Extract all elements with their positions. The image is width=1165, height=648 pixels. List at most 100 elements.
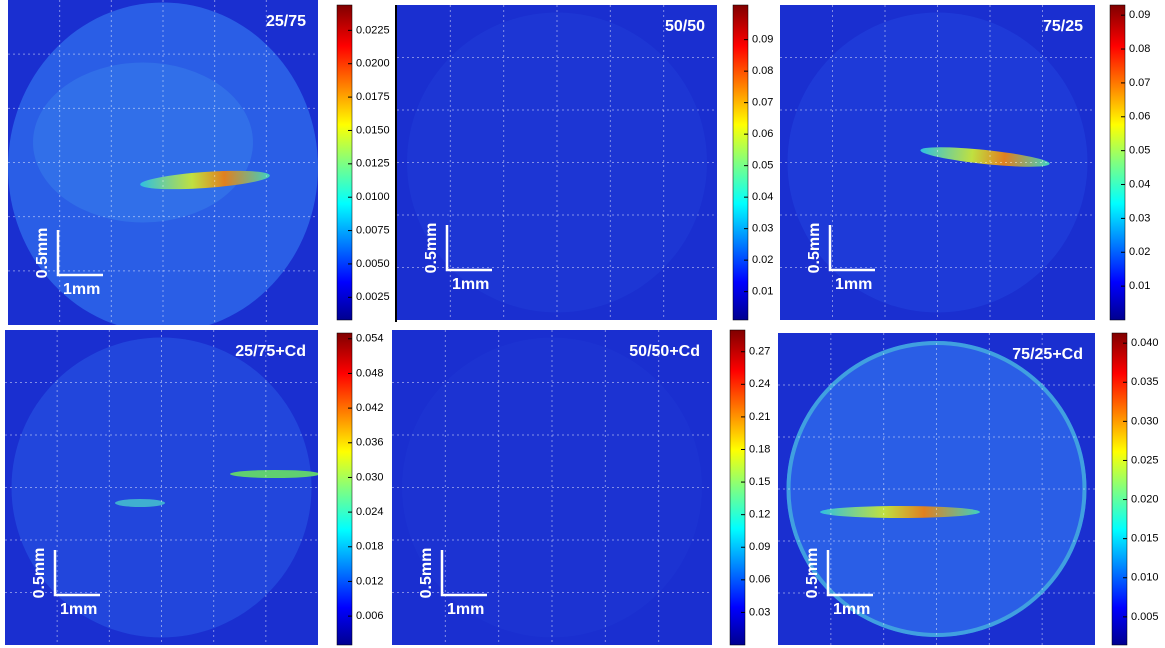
colorbar-tick-label: 0.006 (356, 610, 384, 622)
panel-title: 50/50 (665, 18, 705, 35)
colorbar-tick-label: 0.020 (1131, 493, 1159, 505)
colorbar-tick-label: 0.06 (1129, 111, 1150, 123)
panel-title: 50/50+Cd (629, 343, 700, 360)
scale-bar (56, 230, 103, 277)
colorbar-tick-label: 0.0225 (356, 24, 390, 36)
heatmap-image (8, 0, 318, 325)
colorbar-tick-label: 0.0150 (356, 124, 390, 136)
scale-bar (826, 550, 873, 597)
colorbar-tick-label: 0.036 (356, 437, 384, 449)
colorbar-tick-label: 0.09 (749, 541, 770, 553)
scale-bar-x-label: 1mm (452, 276, 489, 293)
colorbar-tick-label: 0.18 (749, 443, 770, 455)
panel-title: 75/25 (1043, 18, 1083, 35)
rim (786, 341, 1087, 637)
colorbar-tick-label: 0.005 (1131, 611, 1159, 623)
panel: 75/25+Cd 0.5mm 1mm 0.005 0.010 0.015 0.020 0.02… (778, 332, 1159, 646)
colorbar-tick-label: 0.06 (749, 574, 770, 586)
colorbar-tick-label: 0.030 (1131, 415, 1159, 427)
panel: 50/50+Cd 0.5mm 1mm 0.03 0.06 0.09 0.12 0.15 0.18… (392, 329, 770, 646)
colorbar-tick-label: 0.15 (749, 476, 770, 488)
panel-title: 75/25+Cd (1012, 346, 1083, 363)
colorbar-tick-label: 0.01 (1129, 280, 1150, 292)
heatmap-image (397, 5, 717, 320)
colorbar-tick-label: 0.048 (356, 367, 384, 379)
streak (920, 147, 1050, 167)
panel: 75/25 0.5mm 1mm 0.01 0.02 0.03 0.04 0.05 0.06 0.0… (780, 4, 1150, 321)
colorbar-tick-label: 0.04 (1129, 178, 1150, 190)
scale-bar-x-label: 1mm (833, 601, 870, 618)
panel: 50/50 0.5mm 1mm 0.01 0.02 0.03 0.04 0.05 0.06 0.0… (397, 4, 773, 321)
colorbar-tick-label: 0.054 (356, 333, 384, 345)
colorbar-tick-label: 0.04 (752, 191, 773, 203)
colorbar-tick-label: 0.0175 (356, 91, 390, 103)
colorbar-tick-label: 0.042 (356, 402, 384, 414)
colorbar (729, 329, 746, 646)
colorbar (336, 332, 353, 646)
panel-title: 25/75+Cd (235, 343, 306, 360)
colorbar-tick-label: 0.07 (1129, 77, 1150, 89)
colorbar-tick-label: 0.06 (752, 128, 773, 140)
colorbar-tick-label: 0.03 (752, 223, 773, 235)
heatmap-image (392, 330, 712, 645)
panel: 25/75+Cd 0.5mm 1mm 0.006 0.012 0.018 0.024 0.03… (5, 330, 384, 646)
streak (820, 506, 980, 518)
tissue-dense (33, 62, 253, 223)
colorbar-tick-label: 0.030 (356, 471, 384, 483)
colorbar-tick-label: 0.02 (1129, 246, 1150, 258)
scale-bar-x-label: 1mm (835, 276, 872, 293)
colorbar-tick-label: 0.02 (752, 254, 773, 266)
streak (140, 170, 270, 190)
scale-bar-y-label: 0.5mm (34, 228, 51, 279)
colorbar-tick-label: 0.0075 (356, 224, 390, 236)
colorbar-tick-label: 0.0200 (356, 58, 390, 70)
colorbar-tick-label: 0.035 (1131, 376, 1159, 388)
colorbar (336, 4, 353, 321)
colorbar-tick-label: 0.010 (1131, 572, 1159, 584)
scale-bar-x-label: 1mm (447, 601, 484, 618)
panel-title: 25/75 (266, 13, 306, 30)
colorbar-tick-label: 0.08 (1129, 43, 1150, 55)
colorbar-tick-label: 0.24 (749, 378, 770, 390)
colorbar-tick-label: 0.012 (356, 575, 384, 587)
heatmap-image (5, 330, 318, 645)
colorbar (1109, 4, 1126, 321)
colorbar-tick-label: 0.08 (752, 65, 773, 77)
colorbar-tick-label: 0.025 (1131, 454, 1159, 466)
colorbar-tick-label: 0.27 (749, 346, 770, 358)
colorbar-tick-label: 0.0025 (356, 291, 390, 303)
colorbar-tick-label: 0.0050 (356, 258, 390, 270)
scale-bar-y-label: 0.5mm (418, 548, 435, 599)
colorbar-tick-label: 0.09 (1129, 9, 1150, 21)
colorbar-tick-label: 0.01 (752, 286, 773, 298)
scale-bar (53, 550, 100, 597)
scale-bar-y-label: 0.5mm (804, 548, 821, 599)
colorbar (1111, 332, 1128, 646)
colorbar-tick-label: 0.12 (749, 509, 770, 521)
scale-bar-x-label: 1mm (60, 601, 97, 618)
tissue (407, 12, 707, 313)
colorbar-tick-label: 0.03 (1129, 212, 1150, 224)
colorbar-tick-label: 0.05 (1129, 145, 1150, 157)
scale-bar (445, 225, 492, 272)
scale-bar-y-label: 0.5mm (423, 223, 440, 274)
colorbar-tick-label: 0.015 (1131, 533, 1159, 545)
colorbar-tick-label: 0.040 (1131, 337, 1159, 349)
colorbar-tick-label: 0.024 (356, 506, 384, 518)
tissue (402, 337, 702, 638)
scale-bar (828, 225, 875, 272)
colorbar-tick-label: 0.07 (752, 97, 773, 109)
colorbar-tick-label: 0.03 (749, 606, 770, 618)
colorbar-tick-label: 0.21 (749, 411, 770, 423)
scale-bar-y-label: 0.5mm (806, 223, 823, 274)
tissue (787, 12, 1088, 313)
colorbar-tick-label: 0.05 (752, 160, 773, 172)
panel: 25/75 0.5mm 1mm 0.0025 0.0050 0.0075 0.0100 0.0… (8, 0, 390, 325)
streak (230, 470, 318, 478)
tissue (11, 337, 312, 638)
colorbar (732, 4, 749, 321)
colorbar-tick-label: 0.018 (356, 541, 384, 553)
colorbar-tick-label: 0.09 (752, 34, 773, 46)
heatmap-image (780, 5, 1095, 320)
